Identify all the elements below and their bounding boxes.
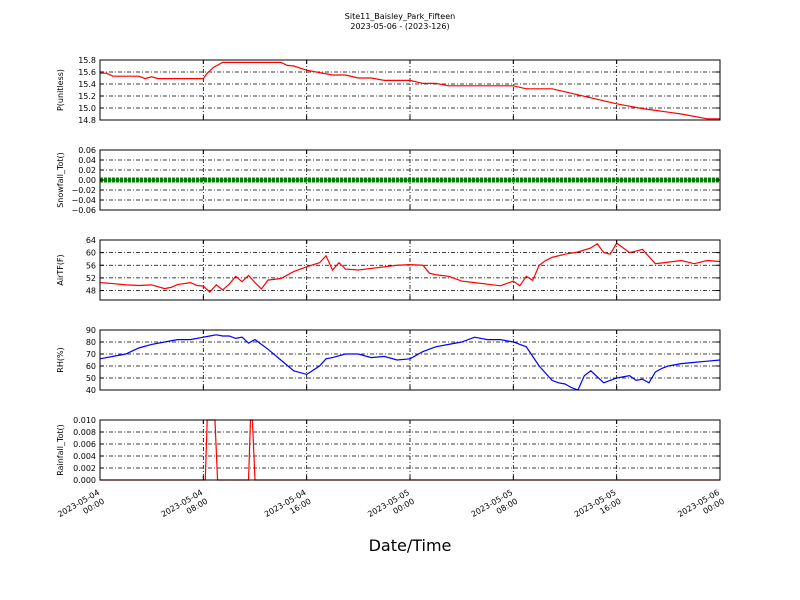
y-axis-label: Rainfall_Tot() — [56, 424, 65, 476]
y-tick-label: 52 — [86, 274, 96, 283]
x-tick-label: 2023-05-0500:00 — [366, 488, 416, 528]
y-tick-label: 15.8 — [78, 56, 96, 65]
y-axis-label: P(unitless) — [56, 69, 65, 111]
chart-title: Site11_Baisley_Park_Fifteen — [345, 12, 455, 21]
x-tick-labels: 2023-05-0400:00 2023-05-0408:00 2023-05-04… — [56, 488, 726, 528]
y-axis-label: Snowfall_Tot() — [56, 152, 65, 208]
y-tick-label: 0.000 — [73, 476, 96, 485]
y-tick-label: 0.002 — [73, 464, 96, 473]
y-tick-label: 0.010 — [73, 416, 96, 425]
y-tick-label: 40 — [86, 386, 96, 395]
panel-3: 64 60 56 52 48 AirTF(F) — [56, 236, 721, 301]
panel-1: 15.8 15.6 15.4 15.2 15.0 14.8 P(unitless) — [56, 56, 721, 125]
series-line — [100, 61, 720, 120]
y-tick-label: −0.02 — [71, 186, 96, 195]
x-tick-label: 2023-05-0416:00 — [263, 488, 313, 528]
y-tick-label: 64 — [86, 236, 96, 245]
panel-5: 0.010 0.008 0.006 0.004 0.002 0.000 Rainfall_T… — [56, 416, 721, 485]
y-tick-label: 60 — [86, 362, 96, 371]
y-tick-label: 15.2 — [78, 92, 96, 101]
x-tick-label: 2023-05-0400:00 — [56, 488, 106, 528]
y-tick-label: 0.02 — [78, 166, 96, 175]
series-line — [99, 242, 721, 293]
y-tick-label: 60 — [86, 249, 96, 258]
y-tick-label: 90 — [86, 326, 96, 335]
y-tick-label: 80 — [86, 338, 96, 347]
y-tick-label: 0.00 — [78, 176, 96, 185]
y-tick-label: 15.0 — [78, 104, 96, 113]
panel-4: 90 80 70 60 50 40 RH(%) — [56, 326, 721, 395]
x-tick-label: 2023-05-0600:00 — [676, 488, 726, 528]
x-tick-label: 2023-05-0508:00 — [470, 488, 520, 528]
y-tick-label: 48 — [86, 287, 96, 296]
y-tick-label: 0.004 — [73, 452, 96, 461]
panel-2: 0.060.040.020.00−0.02−0.04−0.06 Snowfall_… — [56, 146, 721, 215]
y-tick-label: 0.008 — [73, 428, 96, 437]
y-tick-label: 0.06 — [78, 146, 96, 155]
y-tick-label: 50 — [86, 374, 96, 383]
series-line — [99, 334, 721, 391]
y-axis-label: RH(%) — [56, 347, 65, 372]
y-tick-label: 0.04 — [78, 156, 96, 165]
y-tick-label: 14.8 — [78, 116, 96, 125]
panels-group: 15.815.615.415.215.014.8P(unitless)0.060… — [56, 56, 721, 485]
y-tick-label: −0.06 — [71, 206, 96, 215]
y-tick-label: 56 — [86, 261, 96, 270]
y-tick-label: 15.4 — [78, 80, 96, 89]
x-tick-label: 2023-05-0408:00 — [160, 488, 210, 528]
y-tick-label: 15.6 — [78, 68, 96, 77]
y-tick-label: −0.04 — [71, 196, 96, 205]
x-tick-label: 2023-05-0516:00 — [573, 488, 623, 528]
x-axis-label: Date/Time — [369, 536, 452, 555]
y-axis-label: AirTF(F) — [56, 254, 65, 285]
y-tick-label: 0.006 — [73, 440, 96, 449]
chart-subtitle: 2023-05-06 - (2023-126) — [350, 22, 449, 31]
y-tick-label: 70 — [86, 350, 96, 359]
